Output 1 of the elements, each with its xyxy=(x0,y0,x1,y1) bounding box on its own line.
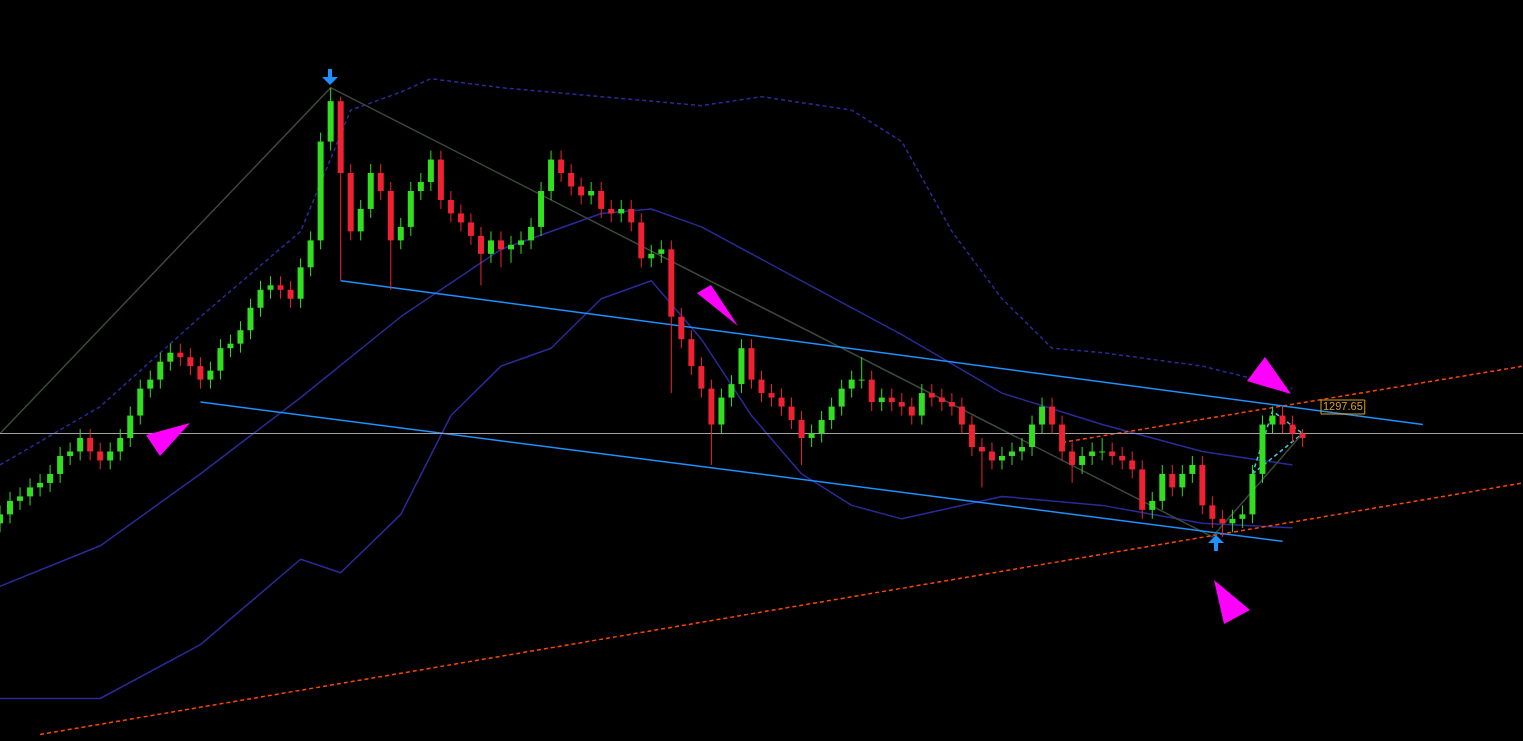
annotation: 1297.65 xyxy=(1323,400,1363,413)
